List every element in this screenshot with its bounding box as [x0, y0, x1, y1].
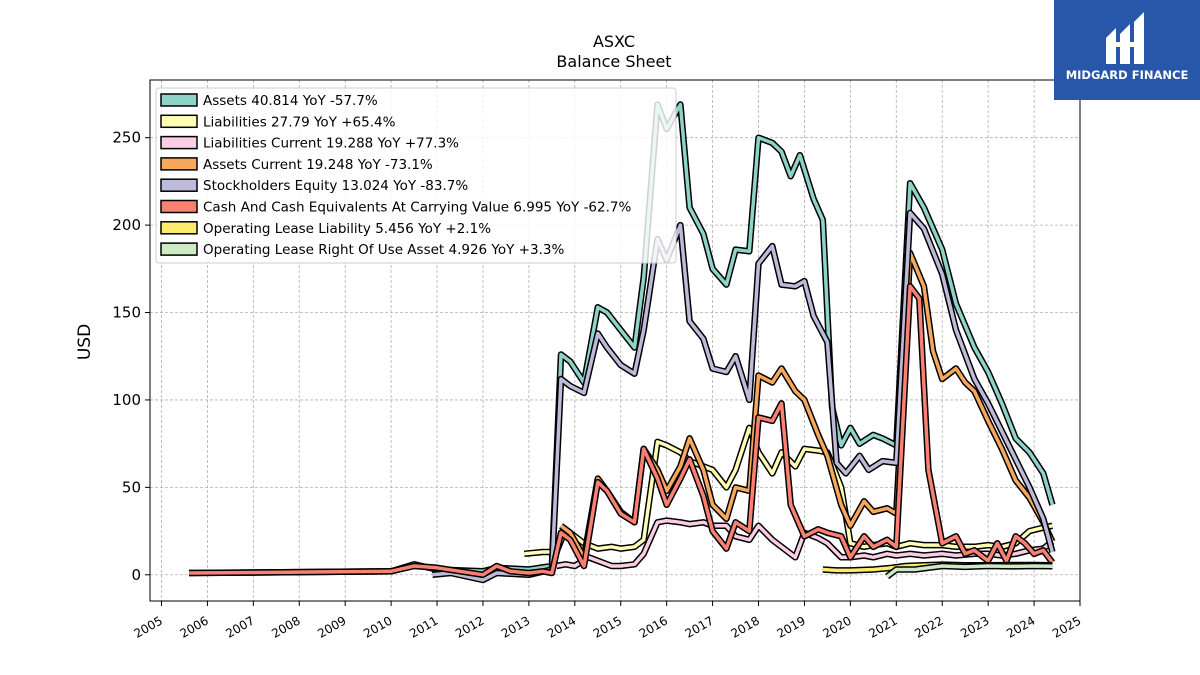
legend-swatch: [160, 221, 198, 235]
x-tick-label: 2024: [1004, 613, 1037, 640]
legend-label: Stockholders Equity 13.024 YoY -83.7%: [203, 178, 468, 194]
x-tick-label: 2012: [453, 613, 486, 640]
y-tick-label: 0: [131, 566, 141, 584]
legend: Assets 40.814 YoY -57.7% Liabilities 27.7…: [155, 87, 677, 264]
midgard-finance-logo: MIDGARD FINANCE: [1054, 0, 1200, 100]
legend-swatch: [160, 157, 198, 171]
x-tick-label: 2006: [177, 613, 210, 640]
y-tick-label: 200: [112, 216, 141, 234]
y-tick-label: 250: [112, 129, 141, 147]
x-tick-label: 2009: [315, 613, 348, 640]
y-tick-label: 100: [112, 391, 141, 409]
x-tick-label: 2020: [820, 613, 853, 640]
legend-label: Operating Lease Liability 5.456 YoY +2.1…: [203, 221, 491, 237]
plot-frame: [149, 79, 1081, 602]
legend-swatch: [160, 199, 198, 214]
series-line: [556, 518, 1054, 568]
x-axis: 2005 2006 2007 2008 2009 2010 2011 2012 2013 2014…: [132, 601, 1084, 641]
x-tick-label: 2021: [866, 613, 899, 640]
series-line: [188, 284, 1054, 577]
legend-label: Assets Current 19.248 YoY -73.1%: [203, 157, 433, 173]
x-tick-label: 2022: [912, 613, 945, 640]
series-layer: [188, 101, 1056, 584]
legend-label: Assets 40.814 YoY -57.7%: [203, 93, 378, 109]
x-tick-label: 2016: [637, 613, 670, 640]
legend-label: Liabilities 27.79 YoY +65.4%: [203, 114, 396, 130]
series-0: [188, 101, 1056, 577]
series-4: [432, 209, 1056, 584]
x-tick-label: 2014: [545, 613, 578, 640]
x-tick-label: 2019: [774, 613, 807, 640]
series-line: [524, 426, 1053, 556]
chart-subtitle: Balance Sheet: [556, 52, 671, 71]
legend-swatch: [160, 135, 198, 150]
series-5: [188, 283, 1056, 579]
logo-text: MIDGARD FINANCE: [1065, 68, 1189, 82]
legend-box: [155, 87, 677, 264]
series-line: [886, 564, 1053, 578]
legend-label: Operating Lease Right Of Use Asset 4.926…: [203, 242, 564, 258]
legend-label: Cash And Cash Equivalents At Carrying Va…: [203, 200, 631, 216]
legend-swatch: [160, 178, 198, 192]
legend-swatch: [160, 114, 198, 129]
x-tick-label: 2015: [591, 613, 624, 640]
x-tick-label: 2025: [1050, 613, 1083, 640]
logo-mark-icon: [1106, 12, 1144, 64]
legend-swatch: [160, 242, 198, 256]
y-tick-label: 150: [112, 304, 141, 322]
legend-swatch: [160, 93, 198, 107]
series-2: [555, 517, 1055, 570]
x-tick-label: 2008: [269, 613, 302, 640]
chart-title: ASXC: [593, 32, 635, 51]
x-tick-label: 2013: [499, 613, 532, 640]
x-tick-label: 2010: [361, 613, 394, 640]
series-line: [188, 102, 1055, 575]
y-tick-label: 50: [122, 478, 141, 496]
series-7: [885, 562, 1053, 580]
x-tick-label: 2011: [407, 613, 440, 640]
y-axis: 0 50 100 150 200 250: [112, 129, 150, 584]
series-line: [432, 211, 1055, 582]
legend-label: Liabilities Current 19.288 YoY +77.3%: [203, 136, 459, 152]
x-tick-label: 2007: [223, 613, 256, 640]
x-tick-label: 2005: [132, 613, 165, 640]
x-tick-label: 2018: [729, 613, 762, 640]
x-tick-label: 2023: [958, 613, 991, 640]
y-axis-label: USD: [75, 324, 95, 360]
series-1: [523, 424, 1054, 558]
x-tick-label: 2017: [683, 613, 716, 640]
